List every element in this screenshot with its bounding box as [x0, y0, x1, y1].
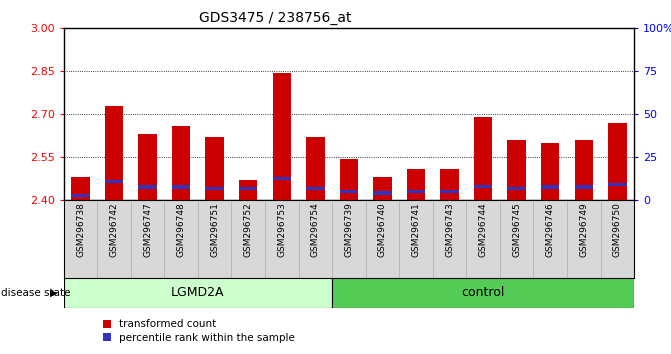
- Bar: [172, 185, 191, 189]
- Text: GDS3475 / 238756_at: GDS3475 / 238756_at: [199, 11, 351, 25]
- Bar: [474, 184, 493, 188]
- Text: ▶: ▶: [50, 288, 57, 298]
- Text: GSM296751: GSM296751: [210, 202, 219, 257]
- Text: control: control: [462, 286, 505, 299]
- Bar: [105, 180, 123, 183]
- Text: GSM296741: GSM296741: [411, 202, 421, 257]
- Bar: [474, 117, 493, 200]
- Bar: [373, 191, 392, 195]
- Text: GSM296745: GSM296745: [512, 202, 521, 257]
- Text: LGMD2A: LGMD2A: [171, 286, 225, 299]
- Bar: [373, 177, 392, 200]
- Bar: [272, 73, 291, 200]
- Text: GSM296740: GSM296740: [378, 202, 387, 257]
- Bar: [205, 137, 224, 200]
- Bar: [466, 200, 500, 278]
- Bar: [172, 126, 191, 200]
- Text: GSM296742: GSM296742: [109, 202, 119, 257]
- Bar: [239, 180, 258, 200]
- Text: GSM296750: GSM296750: [613, 202, 622, 257]
- Text: GSM296748: GSM296748: [176, 202, 186, 257]
- Bar: [433, 200, 466, 278]
- Text: GSM296747: GSM296747: [143, 202, 152, 257]
- Bar: [507, 140, 526, 200]
- Bar: [340, 190, 358, 193]
- Bar: [272, 177, 291, 180]
- Legend: transformed count, percentile rank within the sample: transformed count, percentile rank withi…: [103, 319, 295, 343]
- Bar: [265, 200, 299, 278]
- Bar: [399, 200, 433, 278]
- Bar: [366, 200, 399, 278]
- Bar: [601, 200, 634, 278]
- Bar: [574, 140, 593, 200]
- Bar: [407, 169, 425, 200]
- Bar: [541, 185, 560, 189]
- Bar: [340, 159, 358, 200]
- Bar: [533, 200, 567, 278]
- Bar: [332, 200, 366, 278]
- Bar: [541, 143, 560, 200]
- Bar: [205, 187, 224, 190]
- Bar: [131, 200, 164, 278]
- Bar: [332, 278, 634, 308]
- Bar: [105, 105, 123, 200]
- Text: GSM296754: GSM296754: [311, 202, 320, 257]
- Bar: [306, 137, 325, 200]
- Bar: [71, 177, 90, 200]
- Bar: [440, 190, 459, 193]
- Text: GSM296753: GSM296753: [277, 202, 287, 257]
- Text: GSM296738: GSM296738: [76, 202, 85, 257]
- Text: GSM296744: GSM296744: [478, 202, 488, 257]
- Bar: [198, 200, 231, 278]
- Bar: [164, 200, 198, 278]
- Bar: [574, 185, 593, 189]
- Bar: [71, 194, 90, 198]
- Text: GSM296752: GSM296752: [244, 202, 253, 257]
- Bar: [608, 123, 627, 200]
- Bar: [306, 187, 325, 190]
- Bar: [231, 200, 265, 278]
- Text: disease state: disease state: [1, 288, 70, 298]
- Text: GSM296743: GSM296743: [445, 202, 454, 257]
- Bar: [64, 278, 332, 308]
- Bar: [567, 200, 601, 278]
- Text: GSM296749: GSM296749: [579, 202, 588, 257]
- Bar: [299, 200, 332, 278]
- Bar: [64, 200, 97, 278]
- Bar: [138, 185, 157, 189]
- Bar: [97, 200, 131, 278]
- Text: GSM296746: GSM296746: [546, 202, 555, 257]
- Bar: [500, 200, 533, 278]
- Bar: [239, 187, 258, 190]
- Text: GSM296739: GSM296739: [344, 202, 354, 257]
- Bar: [440, 169, 459, 200]
- Bar: [407, 190, 425, 193]
- Bar: [507, 187, 526, 190]
- Bar: [608, 183, 627, 186]
- Bar: [138, 134, 157, 200]
